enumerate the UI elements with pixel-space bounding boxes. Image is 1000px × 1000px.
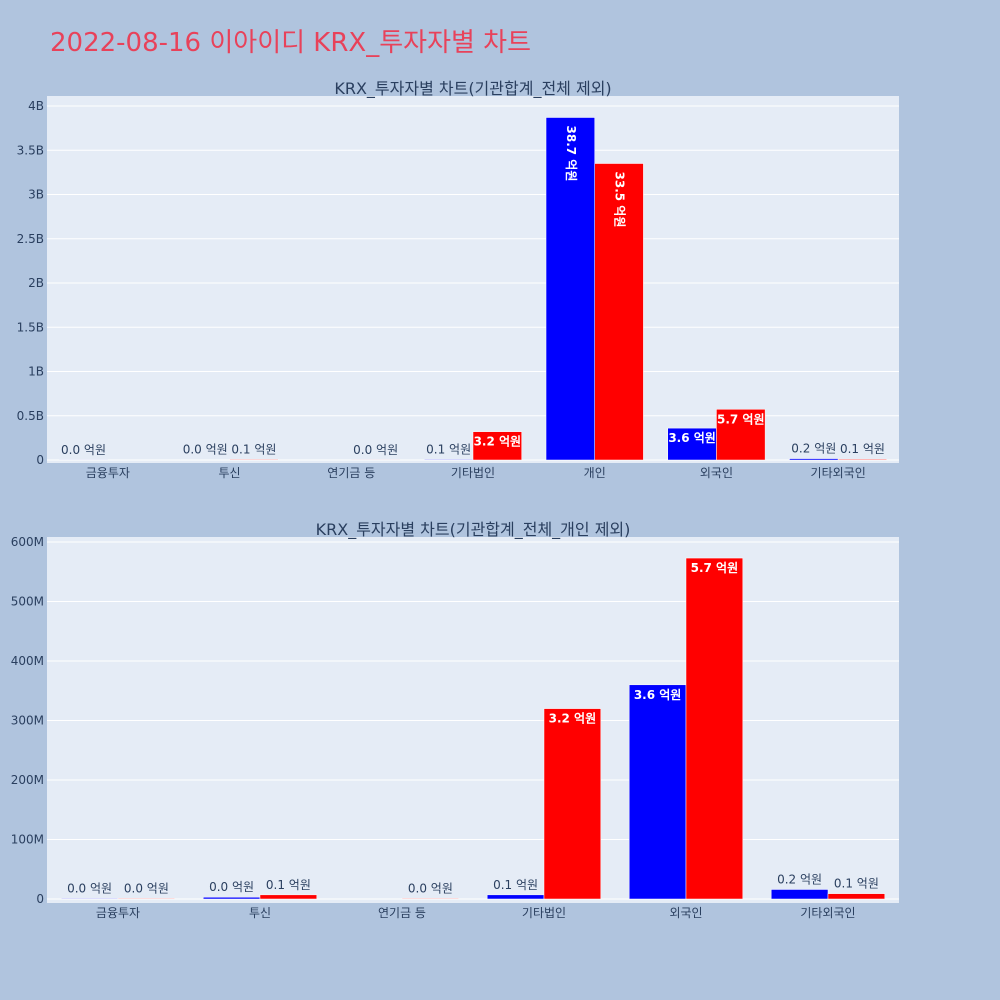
y-tick-label: 500M bbox=[11, 595, 44, 609]
bar bbox=[770, 889, 829, 900]
data-label: 0.0 억원 bbox=[67, 881, 112, 895]
bar bbox=[543, 708, 602, 900]
data-label: 0.1 억원 bbox=[231, 442, 276, 456]
bar bbox=[545, 117, 595, 461]
data-label: 33.5 억원 bbox=[613, 172, 627, 228]
bar bbox=[685, 557, 744, 900]
bar bbox=[401, 898, 460, 900]
plot-area bbox=[47, 96, 899, 463]
x-tick-label: 연기금 등 bbox=[378, 906, 426, 920]
data-label: 5.7 억원 bbox=[717, 412, 765, 426]
data-label: 3.2 억원 bbox=[474, 435, 522, 449]
data-label: 0.0 억원 bbox=[353, 443, 398, 457]
bar bbox=[628, 684, 687, 900]
data-label: 0.0 억원 bbox=[209, 880, 254, 894]
y-tick-label: 3.5B bbox=[17, 143, 44, 157]
x-tick-label: 개인 bbox=[584, 466, 606, 480]
data-label: 0.0 억원 bbox=[61, 443, 106, 457]
data-label: 3.2 억원 bbox=[549, 712, 597, 726]
data-label: 0.1 억원 bbox=[840, 442, 885, 456]
y-tick-label: 1B bbox=[28, 365, 44, 379]
y-tick-label: 3B bbox=[28, 188, 44, 202]
bar bbox=[117, 898, 176, 900]
y-tick-label: 2.5B bbox=[17, 232, 44, 246]
bar bbox=[789, 458, 839, 461]
y-tick-label: 600M bbox=[11, 535, 44, 549]
x-tick-label: 기타외국인 bbox=[811, 466, 866, 480]
x-tick-label: 기타법인 bbox=[451, 466, 495, 480]
x-tick-label: 투신 bbox=[219, 466, 241, 480]
x-tick-label: 외국인 bbox=[700, 466, 733, 480]
y-tick-label: 0 bbox=[36, 892, 44, 906]
bar bbox=[60, 898, 119, 900]
y-tick-label: 400M bbox=[11, 654, 44, 668]
data-label: 0.0 억원 bbox=[408, 881, 453, 895]
y-tick-label: 0.5B bbox=[17, 409, 44, 423]
y-tick-label: 0 bbox=[36, 453, 44, 467]
data-label: 0.2 억원 bbox=[791, 442, 836, 456]
data-label: 3.6 억원 bbox=[668, 431, 716, 445]
data-label: 38.7 억원 bbox=[564, 126, 578, 182]
y-tick-label: 100M bbox=[11, 833, 44, 847]
bar bbox=[716, 409, 766, 461]
data-label: 0.1 억원 bbox=[834, 877, 879, 891]
x-tick-label: 금융투자 bbox=[96, 906, 140, 920]
x-tick-label: 기타외국인 bbox=[800, 906, 855, 920]
data-label: 5.7 억원 bbox=[691, 561, 739, 575]
data-label: 0.1 억원 bbox=[493, 878, 538, 892]
bar bbox=[837, 458, 888, 461]
data-label: 3.6 억원 bbox=[634, 688, 682, 702]
bar bbox=[424, 459, 474, 461]
x-tick-label: 기타법인 bbox=[522, 906, 566, 920]
bar bbox=[594, 163, 644, 461]
bar bbox=[202, 896, 261, 900]
page-title: 2022-08-16 이아이디 KRX_투자자별 차트 bbox=[50, 28, 532, 58]
bar bbox=[827, 893, 886, 900]
x-tick-label: 외국인 bbox=[669, 906, 702, 920]
y-tick-label: 1.5B bbox=[17, 320, 44, 334]
bar bbox=[259, 894, 318, 900]
bar bbox=[472, 431, 522, 461]
data-label: 0.0 억원 bbox=[124, 881, 169, 895]
bar bbox=[486, 894, 545, 900]
data-label: 0.1 억원 bbox=[266, 878, 311, 892]
y-tick-label: 4B bbox=[28, 99, 44, 113]
data-label: 0.1 억원 bbox=[426, 442, 471, 456]
data-label: 0.0 억원 bbox=[183, 443, 228, 457]
y-tick-label: 200M bbox=[11, 773, 44, 787]
data-label: 0.2 억원 bbox=[777, 872, 822, 886]
bar bbox=[229, 459, 279, 461]
x-tick-label: 투신 bbox=[249, 906, 271, 920]
bar bbox=[667, 427, 717, 461]
y-tick-label: 2B bbox=[28, 276, 44, 290]
y-tick-label: 300M bbox=[11, 714, 44, 728]
x-tick-label: 연기금 등 bbox=[327, 466, 375, 480]
chart-title: KRX_투자자별 차트(기관합계_전체_개인 제외) bbox=[316, 520, 631, 540]
x-tick-label: 금융투자 bbox=[86, 466, 130, 480]
chart-title: KRX_투자자별 차트(기관합계_전체 제외) bbox=[334, 79, 611, 99]
